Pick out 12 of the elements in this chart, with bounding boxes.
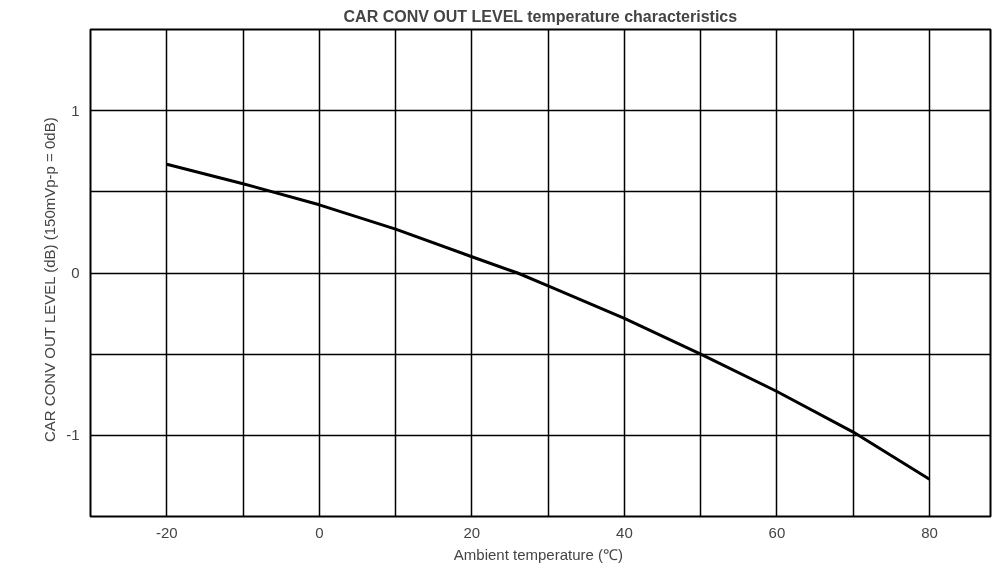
y-tick-label: 0 bbox=[71, 264, 80, 281]
x-tick-label: 0 bbox=[315, 523, 324, 541]
y-tick-label: 1 bbox=[71, 101, 80, 119]
x-tick-label: 40 bbox=[616, 523, 633, 541]
x-tick-label: 80 bbox=[921, 523, 938, 541]
y-tick-label: -1 bbox=[66, 426, 80, 444]
x-tick-label: 20 bbox=[463, 523, 481, 541]
x-tick-label: -20 bbox=[155, 523, 178, 541]
chart-title: CAR CONV OUT LEVEL temperature characteristics bbox=[343, 7, 738, 25]
y-axis-title: CAR CONV OUT LEVEL (dB) (150mVp-p = 0dB) bbox=[41, 117, 59, 443]
x-axis-title: Ambient temperature (℃) bbox=[453, 545, 624, 563]
x-tick-label: 60 bbox=[768, 523, 786, 541]
